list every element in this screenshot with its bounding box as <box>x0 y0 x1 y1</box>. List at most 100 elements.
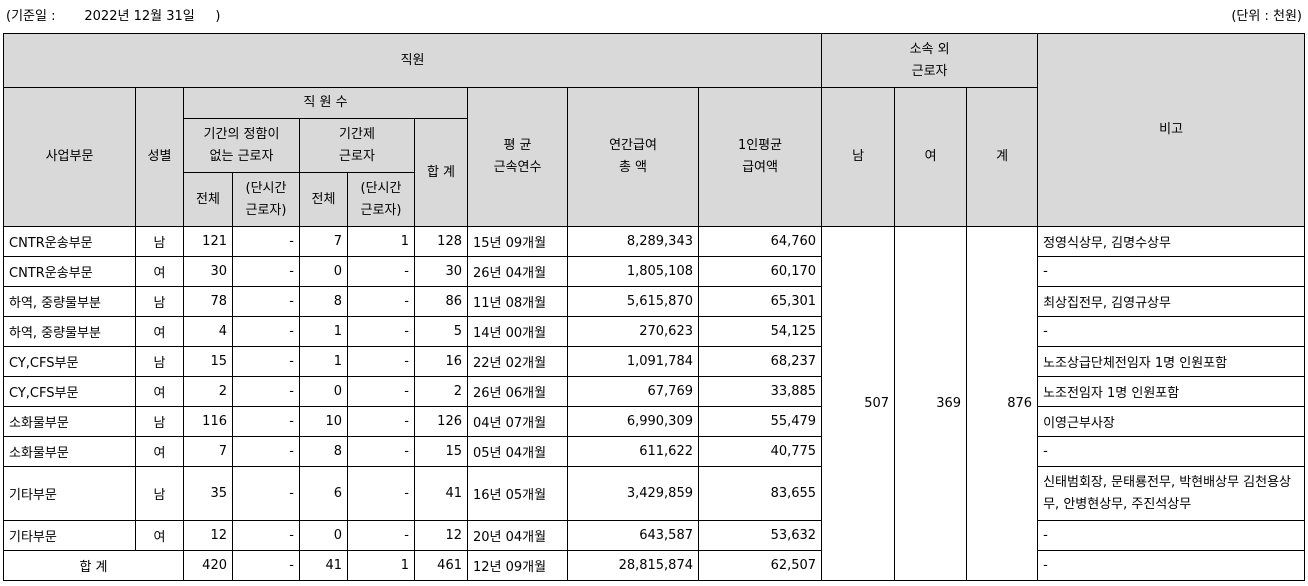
cont-part-cell: - <box>347 376 415 407</box>
table-row: 하역, 중량물부분 남 78 - 8 - 86 11년 08개월 5,615,8… <box>3 286 1306 317</box>
perm-part-cell: - <box>232 436 300 467</box>
cont-all-cell: 0 <box>299 256 348 287</box>
total-cell: 2 <box>414 376 468 407</box>
remark-cell: - <box>1037 520 1306 551</box>
total-cell: 12 <box>414 520 468 551</box>
per-capita-cell: 64,760 <box>697 226 823 257</box>
gender-cell: 남 <box>135 226 184 257</box>
tenure-cell: 05년 04개월 <box>467 436 568 467</box>
per-capita-cell: 62,507 <box>697 550 823 581</box>
tenure-cell: 20년 04개월 <box>467 520 568 551</box>
division-cell: 하역, 중량물부분 <box>3 316 136 347</box>
remark-cell: 신태범회장, 문태룡전무, 박현배상무 김천용상무, 안병현상무, 주진석상무 <box>1037 466 1306 521</box>
tenure-cell: 14년 00개월 <box>467 316 568 347</box>
perm-all-cell: 15 <box>183 346 233 377</box>
annual-pay-cell: 270,623 <box>567 316 699 347</box>
per-capita-cell: 60,170 <box>697 256 823 287</box>
header-permanent: 기간의 정함이 없는 근로자 <box>183 118 300 173</box>
perm-part-cell: - <box>232 376 300 407</box>
division-cell: CNTR운송부문 <box>3 256 136 287</box>
perm-all-cell: 121 <box>183 226 233 257</box>
division-cell: CY,CFS부문 <box>3 376 136 407</box>
division-cell: 하역, 중량물부분 <box>3 286 136 317</box>
cont-all-cell: 8 <box>299 286 348 317</box>
annual-pay-cell: 28,815,874 <box>567 550 699 581</box>
annual-pay-cell: 1,091,784 <box>567 346 699 377</box>
perm-all-cell: 420 <box>183 550 233 581</box>
total-cell: 30 <box>414 256 468 287</box>
perm-all-cell: 78 <box>183 286 233 317</box>
table-row: 소화물부문 여 7 - 8 - 15 05년 04개월 611,622 40,7… <box>3 436 1306 467</box>
tenure-cell: 26년 06개월 <box>467 376 568 407</box>
per-capita-cell: 83,655 <box>697 466 823 521</box>
perm-part-cell: - <box>232 406 300 437</box>
header-perm-all: 전체 <box>183 172 233 227</box>
gender-cell: 남 <box>135 406 184 437</box>
remark-cell: 최상집전무, 김영규상무 <box>1037 286 1306 317</box>
header-division: 사업부문 <box>3 87 136 227</box>
total-cell: 128 <box>414 226 468 257</box>
cont-part-cell: - <box>347 466 415 521</box>
remark-cell: 이영근부사장 <box>1037 406 1306 437</box>
remark-cell: - <box>1037 436 1306 467</box>
outside-male-cell: 507 <box>821 226 896 581</box>
perm-all-cell: 12 <box>183 520 233 551</box>
header-outside: 소속 외 근로자 <box>821 33 1039 88</box>
total-row: 합 계 420 - 41 1 461 12년 09개월 28,815,874 6… <box>3 550 1306 581</box>
gender-cell: 남 <box>135 346 184 377</box>
table-row: 하역, 중량물부분 여 4 - 1 - 5 14년 00개월 270,623 5… <box>3 316 1306 347</box>
cont-part-cell: - <box>347 406 415 437</box>
header-perm-part: (단시간 근로자) <box>232 172 300 227</box>
perm-all-cell: 35 <box>183 466 233 521</box>
unit-label: (단위 : 천원) <box>1231 9 1302 24</box>
gender-cell: 여 <box>135 520 184 551</box>
table-caption: (기준일 : 2022년 12월 31일 ) (단위 : 천원) <box>0 0 1308 30</box>
perm-all-cell: 116 <box>183 406 233 437</box>
total-cell: 15 <box>414 436 468 467</box>
header-gender: 성별 <box>135 87 184 227</box>
cont-part-cell: - <box>347 316 415 347</box>
annual-pay-cell: 611,622 <box>567 436 699 467</box>
perm-all-cell: 2 <box>183 376 233 407</box>
table-row: 기타부문 여 12 - 0 - 12 20년 04개월 643,587 53,6… <box>3 520 1306 551</box>
tenure-cell: 26년 04개월 <box>467 256 568 287</box>
gender-cell: 여 <box>135 376 184 407</box>
annual-pay-cell: 67,769 <box>567 376 699 407</box>
annual-pay-cell: 8,289,343 <box>567 226 699 257</box>
cont-part-cell: 1 <box>347 550 415 581</box>
table-row: CY,CFS부문 남 15 - 1 - 16 22년 02개월 1,091,78… <box>3 346 1306 377</box>
cont-all-cell: 10 <box>299 406 348 437</box>
outside-sum-cell: 876 <box>966 226 1039 581</box>
division-cell: 소화물부문 <box>3 406 136 437</box>
header-cont-part: (단시간 근로자) <box>347 172 415 227</box>
division-cell: 소화물부문 <box>3 436 136 467</box>
header-male: 남 <box>821 87 896 227</box>
cont-all-cell: 7 <box>299 226 348 257</box>
remark-cell: - <box>1037 256 1306 287</box>
cont-part-cell: - <box>347 346 415 377</box>
cont-all-cell: 0 <box>299 376 348 407</box>
per-capita-cell: 65,301 <box>697 286 823 317</box>
remark-cell: 노조전임자 1명 인원포함 <box>1037 376 1306 407</box>
header-contract: 기간제 근로자 <box>299 118 415 173</box>
cont-all-cell: 6 <box>299 466 348 521</box>
total-cell: 16 <box>414 346 468 377</box>
annual-pay-cell: 1,805,108 <box>567 256 699 287</box>
total-cell: 5 <box>414 316 468 347</box>
table-row: CY,CFS부문 여 2 - 0 - 2 26년 06개월 67,769 33,… <box>3 376 1306 407</box>
perm-part-cell: - <box>232 286 300 317</box>
gender-cell: 여 <box>135 436 184 467</box>
per-capita-cell: 33,885 <box>697 376 823 407</box>
annual-pay-cell: 5,615,870 <box>567 286 699 317</box>
per-capita-cell: 53,632 <box>697 520 823 551</box>
cont-part-cell: - <box>347 256 415 287</box>
total-cell: 41 <box>414 466 468 521</box>
per-capita-cell: 68,237 <box>697 346 823 377</box>
perm-all-cell: 7 <box>183 436 233 467</box>
gender-cell: 남 <box>135 286 184 317</box>
annual-pay-cell: 643,587 <box>567 520 699 551</box>
cont-part-cell: - <box>347 520 415 551</box>
cont-all-cell: 41 <box>299 550 348 581</box>
perm-part-cell: - <box>232 316 300 347</box>
total-cell: 126 <box>414 406 468 437</box>
